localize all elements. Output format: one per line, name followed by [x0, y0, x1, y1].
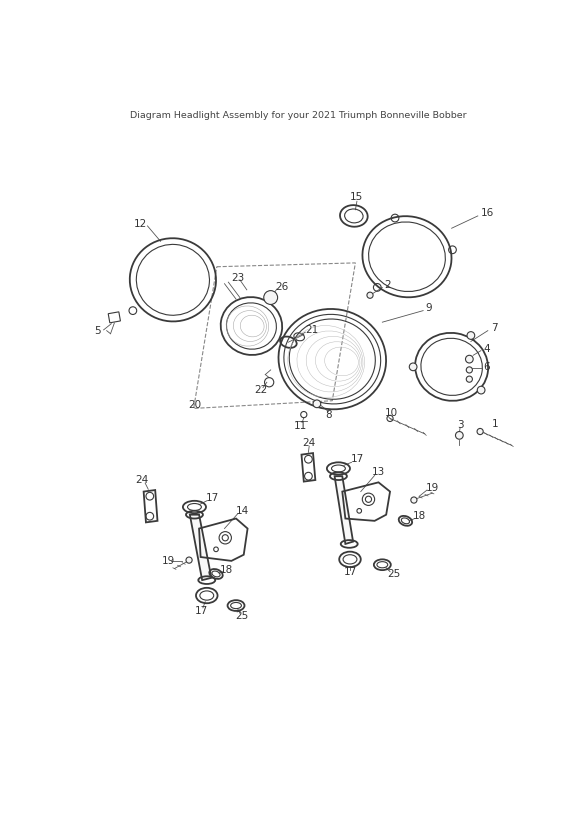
- Text: 25: 25: [236, 611, 249, 621]
- Bar: [108, 311, 121, 323]
- Text: 18: 18: [220, 565, 233, 575]
- Text: 8: 8: [325, 410, 332, 419]
- Circle shape: [466, 367, 472, 373]
- Text: 3: 3: [457, 419, 463, 429]
- Circle shape: [411, 497, 417, 503]
- Circle shape: [455, 432, 463, 439]
- Circle shape: [186, 557, 192, 563]
- Circle shape: [264, 291, 278, 305]
- Circle shape: [467, 331, 475, 339]
- Text: 26: 26: [276, 282, 289, 292]
- Circle shape: [477, 428, 483, 434]
- Text: 17: 17: [195, 606, 208, 616]
- Text: 12: 12: [134, 218, 147, 228]
- Circle shape: [313, 400, 321, 408]
- Text: 24: 24: [303, 438, 316, 448]
- Text: 1: 1: [492, 419, 499, 428]
- Text: 9: 9: [425, 303, 432, 313]
- Text: 10: 10: [385, 408, 398, 418]
- Text: 2: 2: [384, 280, 391, 290]
- Circle shape: [466, 376, 472, 382]
- Text: 4: 4: [483, 344, 490, 354]
- Text: 16: 16: [480, 208, 494, 218]
- Text: 18: 18: [413, 511, 426, 522]
- Text: 14: 14: [236, 506, 249, 516]
- Text: 6: 6: [483, 362, 490, 372]
- Text: 17: 17: [206, 493, 220, 503]
- Circle shape: [465, 355, 473, 363]
- Circle shape: [367, 293, 373, 298]
- Text: 24: 24: [135, 475, 149, 485]
- Text: 15: 15: [350, 193, 364, 203]
- Text: 22: 22: [254, 385, 267, 395]
- Text: 17: 17: [351, 454, 364, 464]
- Text: 23: 23: [231, 273, 244, 283]
- Text: 11: 11: [293, 421, 307, 431]
- Circle shape: [409, 363, 417, 371]
- Circle shape: [477, 386, 485, 394]
- Text: 5: 5: [94, 326, 101, 336]
- Text: 25: 25: [387, 569, 401, 579]
- Polygon shape: [190, 515, 212, 580]
- Text: 19: 19: [426, 483, 439, 493]
- Text: 19: 19: [161, 556, 175, 566]
- Text: 7: 7: [491, 323, 497, 334]
- Text: 17: 17: [343, 568, 357, 578]
- Text: 21: 21: [305, 325, 318, 335]
- Text: 20: 20: [188, 400, 201, 410]
- Text: 13: 13: [372, 467, 385, 477]
- Polygon shape: [335, 476, 353, 544]
- Text: Diagram Headlight Assembly for your 2021 Triumph Bonneville Bobber: Diagram Headlight Assembly for your 2021…: [130, 111, 467, 120]
